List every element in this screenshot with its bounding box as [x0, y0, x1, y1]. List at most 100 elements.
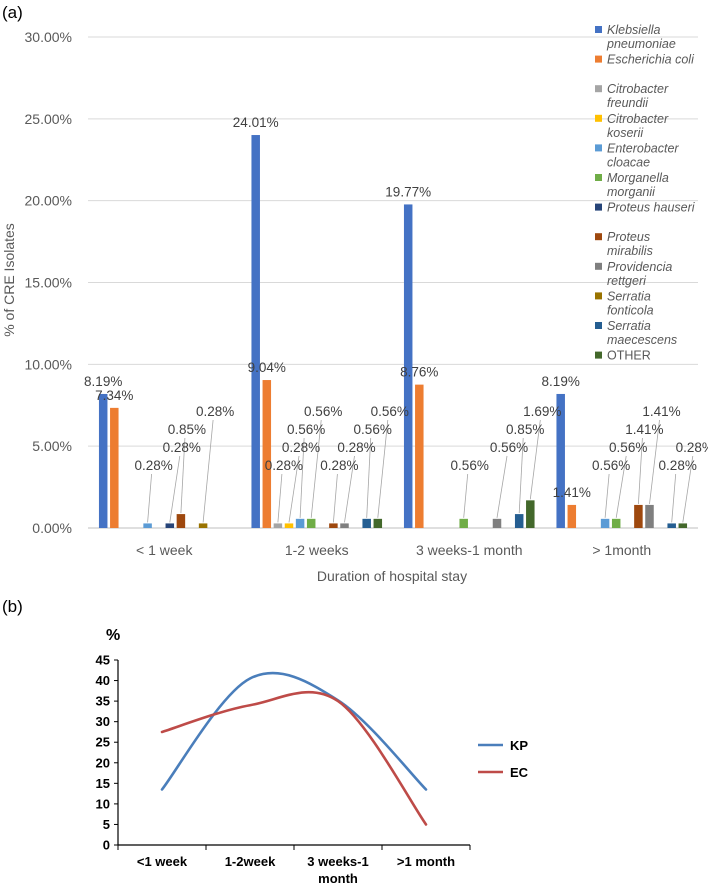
leader-line — [463, 473, 469, 518]
leader-line — [344, 455, 355, 523]
y-tick-label: 35 — [96, 694, 110, 709]
bar — [284, 523, 294, 528]
panel-a-label: (a) — [2, 3, 23, 22]
data-label: 24.01% — [233, 115, 279, 130]
leader-line — [671, 473, 677, 523]
panel-a-bar-chart: (a) 0.00% 5.00% 10.00% 15.00% 20.00% 25.00% 30… — [1, 3, 708, 584]
data-label: 1.69% — [523, 404, 561, 419]
legend-swatch — [595, 322, 602, 329]
legend-swatch — [595, 55, 602, 63]
legend-swatch — [595, 174, 602, 181]
panel-a-bars — [98, 135, 688, 529]
leader-line — [682, 455, 694, 523]
data-label: 0.56% — [354, 422, 392, 437]
panel-b-legend: KP EC — [478, 738, 529, 780]
data-label: 19.77% — [385, 184, 431, 199]
bar — [340, 523, 349, 528]
bar — [514, 514, 524, 528]
data-label: 0.56% — [451, 458, 489, 473]
legend-swatch — [595, 351, 602, 359]
leader-line — [202, 419, 214, 523]
leader-line — [496, 455, 508, 518]
bar — [526, 500, 535, 528]
legend-swatch — [595, 262, 602, 270]
x-category-label: < 1 week — [136, 542, 193, 558]
leader-line — [638, 437, 643, 504]
legend-label: KP — [510, 738, 528, 753]
panel-b-line-chart: (b) 0 5 10 15 20 25 30 35 40 45 <1 week 1-2week 3 w… — [2, 597, 529, 886]
series-line — [160, 671, 428, 791]
panel-a-gridlines — [88, 36, 698, 529]
bar — [306, 518, 316, 528]
panel-a-y-ticks: 0.00% 5.00% 10.00% 15.00% 20.00% 25.00% 30.00% — [25, 29, 72, 536]
bar — [415, 384, 424, 528]
legend-label: Klebsiella pneumoniae — [606, 23, 676, 51]
bar — [295, 518, 305, 528]
data-label: 1.41% — [642, 404, 680, 419]
y-axis-title: % of CRE Isolates — [1, 223, 17, 337]
data-label: 0.28% — [659, 458, 697, 473]
leader-line — [147, 473, 152, 523]
x-axis-title: Duration of hospital stay — [317, 568, 467, 584]
leader-line — [180, 437, 186, 514]
y-tick-label: 20.00% — [25, 193, 72, 209]
leader-line — [649, 419, 660, 504]
panel-a-leader-lines — [147, 419, 694, 523]
legend-swatch — [595, 292, 602, 300]
data-label: 0.28% — [134, 458, 172, 473]
x-category-label: 1-2 weeks — [285, 542, 349, 558]
bar — [634, 504, 643, 528]
bar — [678, 523, 688, 528]
panel-b-label: (b) — [2, 597, 23, 616]
leader-line — [377, 419, 389, 518]
legend-label: Proteus mirabilis — [607, 230, 653, 258]
bar — [198, 523, 208, 528]
legend-label: EC — [510, 765, 529, 780]
legend-label: Serratia fonticola — [607, 289, 654, 317]
x-category-label: 3 weeks-1 month — [416, 542, 523, 558]
series-line — [160, 690, 428, 826]
leader-line — [529, 419, 541, 500]
bar — [165, 523, 175, 528]
bar — [98, 393, 108, 528]
legend-swatch — [595, 233, 602, 241]
data-label: 8.19% — [542, 374, 580, 389]
panel-b-lines — [160, 671, 428, 826]
y-tick-label: 0.00% — [32, 520, 72, 536]
bar — [176, 514, 186, 528]
y-tick-label: 25.00% — [25, 111, 72, 127]
x-category-label: <1 week — [137, 854, 188, 869]
legend-label: Citrobacter koserii — [607, 112, 669, 140]
legend-label: Citrobacter freundii — [607, 82, 669, 110]
bar — [600, 518, 610, 528]
leader-line — [310, 419, 322, 518]
legend-label: Morganella morganii — [607, 171, 669, 199]
y-tick-label: 45 — [96, 653, 110, 668]
data-label: 1.41% — [625, 422, 663, 437]
panel-a-category-labels: < 1 week 1-2 weeks 3 weeks-1 month > 1month — [136, 542, 651, 558]
bar — [273, 523, 283, 528]
data-label: 0.56% — [304, 404, 342, 419]
y-tick-label: 30.00% — [25, 29, 72, 45]
leader-line — [615, 455, 627, 518]
y-tick-label: 40 — [96, 673, 110, 688]
panel-b-category-labels: <1 week 1-2week 3 weeks-1 month >1 month — [137, 854, 455, 886]
data-label: 0.56% — [609, 440, 647, 455]
bar — [556, 393, 565, 528]
legend-label: Providencia rettgeri — [607, 260, 672, 288]
x-category-label: >1 month — [397, 854, 455, 869]
y-tick-label: 15.00% — [25, 275, 72, 291]
bar — [492, 518, 502, 528]
y-tick-label: 10.00% — [25, 356, 72, 372]
bar — [611, 518, 621, 528]
legend-swatch — [595, 26, 602, 33]
bar — [667, 523, 676, 528]
data-label: 7.34% — [95, 388, 133, 403]
bar — [143, 523, 152, 528]
leader-line — [299, 437, 305, 518]
data-label: 0.28% — [320, 458, 358, 473]
data-label: 0.56% — [592, 458, 630, 473]
data-label: 0.28% — [163, 440, 201, 455]
data-label: 0.28% — [196, 404, 234, 419]
